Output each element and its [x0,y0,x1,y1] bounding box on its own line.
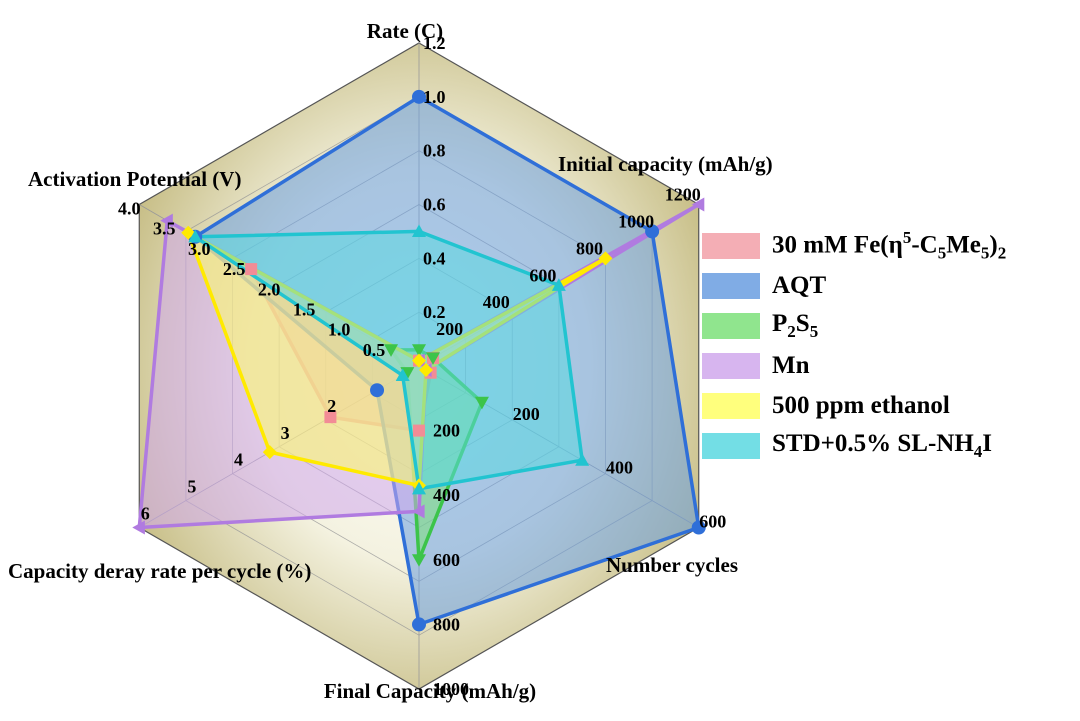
data-point [645,224,660,239]
data-point [412,617,426,632]
legend-item: AQT [702,266,1006,306]
tick-label: 200 [436,319,463,339]
tick-labels: 0.20.40.60.81.01.22004006008001000120020… [118,33,726,699]
tick-label: 400 [433,485,460,505]
tick-label: 3 [281,423,290,443]
data-point [412,353,426,368]
tick-label: 400 [483,292,510,312]
tick-label: 200 [513,404,540,424]
legend-label: 500 ppm ethanol [772,392,950,419]
axis-titles: Rate (C) Initial capacity (mAh/g) Number c… [8,19,773,703]
tick-label: 1200 [665,185,701,205]
axis-title: Activation Potential (V) [28,167,241,191]
tick-label: 1000 [618,211,654,231]
tick-label: 600 [529,265,556,285]
legend-item: STD+0.5% SL-NH4I [702,426,1006,466]
legend-swatch [702,233,760,259]
tick-label: 0.4 [423,248,446,268]
tick-label: 3.0 [188,239,211,259]
legend-swatch [702,313,760,339]
legend-item: Mn [702,346,1006,386]
legend-label: STD+0.5% SL-NH4I [772,430,993,461]
legend-label: AQT [772,272,827,299]
axis-title: Final Capacity (mAh/g) [324,679,536,703]
data-point [412,89,426,104]
data-point [575,453,590,466]
axis-title: Initial capacity (mAh/g) [558,152,773,176]
tick-label: 1.5 [293,299,316,319]
tick-label: 2.0 [258,279,281,299]
data-point [245,263,258,276]
legend-item: P2S5 [702,306,1006,346]
data-point [132,520,145,535]
legend: 30 mM Fe(η5-C5Me5)2 AQT P2S5 Mn 500 ppm etha… [702,226,1006,466]
data-point [425,352,440,365]
tick-label: 4.0 [118,199,141,219]
tick-label: 2.5 [223,259,246,279]
legend-label: Mn [772,352,810,379]
tick-label: 600 [699,512,726,532]
data-point [262,445,277,460]
tick-label: 1.0 [423,87,446,107]
data-point [412,344,426,357]
data-point [418,363,433,378]
tick-label: 600 [433,550,460,570]
tick-label: 0.6 [423,195,446,215]
legend-item: 30 mM Fe(η5-C5Me5)2 [702,226,1006,266]
tick-label: 1.0 [328,320,351,340]
tick-label: 6 [141,504,150,524]
tick-label: 0.5 [363,340,386,360]
data-point [412,224,426,238]
data-point [412,504,425,519]
data-point [412,554,426,567]
legend-item: 500 ppm ethanol [702,386,1006,426]
data-point [188,229,203,243]
data-point [413,424,425,437]
data-point [412,481,426,495]
tick-label: 0.8 [423,141,446,161]
tick-label: 3.5 [153,219,176,239]
legend-swatch [702,273,760,299]
data-point [400,367,415,380]
data-point [691,197,705,212]
data-point [324,411,337,424]
data-point [384,344,399,357]
data-point [474,396,489,410]
tick-label: 1000 [433,679,469,699]
tick-label: 4 [234,450,243,470]
axis-title: Capacity deray rate per cycle (%) [8,559,311,583]
tick-label: 0.2 [423,302,446,322]
tick-label: 2 [327,396,336,416]
marker-layer [132,89,706,632]
data-point [691,520,706,535]
tick-label: 5 [187,477,196,497]
axis-title: Rate (C) [367,19,443,43]
data-point [370,383,385,398]
tick-label: 1.2 [423,33,446,53]
data-point [598,251,613,266]
data-point [395,368,410,382]
tick-label: 400 [606,458,633,478]
tick-label: 800 [576,238,603,258]
axis-title: Number cycles [606,553,738,577]
legend-label: P2S5 [772,310,819,341]
legend-swatch [702,353,760,379]
data-point [160,213,173,228]
tick-label: 200 [433,421,460,441]
tick-label: 800 [433,614,460,634]
legend-swatch [702,433,760,459]
data-point [551,278,566,291]
legend-swatch [702,393,760,419]
legend-label: 30 mM Fe(η5-C5Me5)2 [772,228,1007,263]
